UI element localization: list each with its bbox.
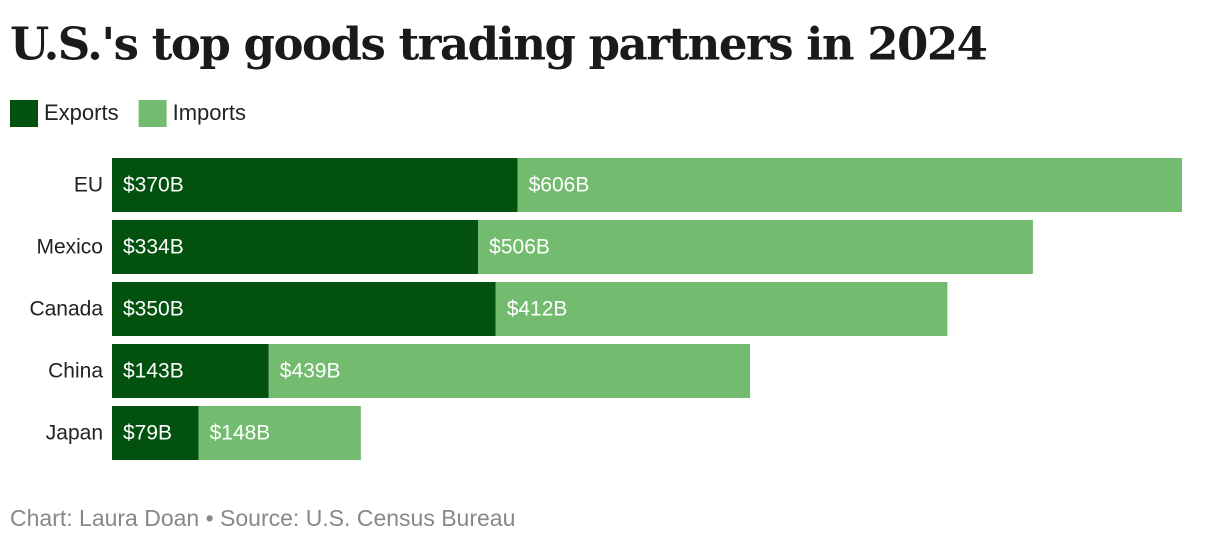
legend-swatch <box>10 100 38 127</box>
bar-segment <box>112 406 199 460</box>
legend-label: Imports <box>173 100 246 125</box>
value-label: $350B <box>123 298 184 321</box>
legend-label: Exports <box>44 100 119 125</box>
category-label: Japan <box>46 422 103 445</box>
value-label: $143B <box>123 360 184 383</box>
bar-segment <box>495 282 948 336</box>
legend-swatch <box>138 100 167 127</box>
value-label: $506B <box>489 236 550 259</box>
bar-segment <box>112 220 479 274</box>
bar-segment <box>478 220 1033 274</box>
category-label: Canada <box>29 298 103 321</box>
value-label: $334B <box>123 236 184 259</box>
category-label: Mexico <box>36 236 103 259</box>
chart-title: U.S.'s top goods trading partners in 202… <box>10 18 987 71</box>
category-label: EU <box>74 174 103 197</box>
bar-segment <box>198 406 361 460</box>
value-label: $148B <box>210 422 271 445</box>
bar-segment <box>268 344 751 398</box>
value-label: $79B <box>123 422 172 445</box>
bar-segment <box>517 158 1182 212</box>
bar-segment <box>112 344 269 398</box>
value-label: $439B <box>280 360 341 383</box>
bar-segment <box>112 158 518 212</box>
value-label: $412B <box>507 298 568 321</box>
value-label: $606B <box>529 174 590 197</box>
bar-segment <box>112 282 496 336</box>
value-label: $370B <box>123 174 184 197</box>
source: Chart: Laura Doan • Source: U.S. Census … <box>10 505 515 531</box>
category-label: China <box>48 360 103 383</box>
